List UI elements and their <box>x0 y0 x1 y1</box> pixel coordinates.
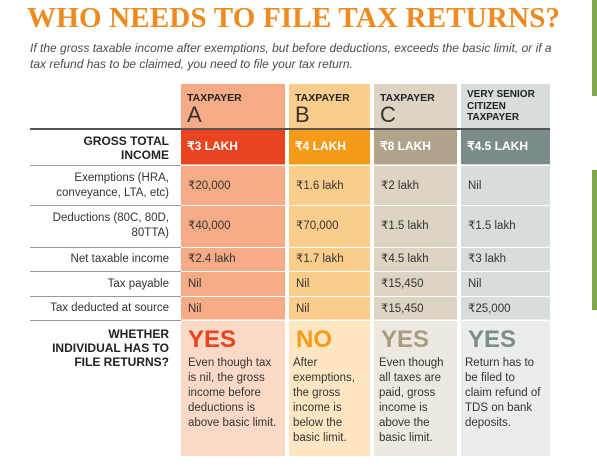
divider <box>30 296 550 297</box>
taxpayer-a-column: TAXPAYER A ₹3 LAKH <box>181 84 285 456</box>
divider <box>30 271 181 272</box>
divider <box>30 247 550 248</box>
divider <box>30 165 550 166</box>
taxpayer-c-header: TAXPAYER C <box>380 92 435 127</box>
senior-citizen-column: VERY SENIOR CITIZEN TAXPAYER ₹4.5 LAKH <box>461 84 550 456</box>
page-title: WHO NEEDS TO FILE TAX RETURNS? <box>27 2 561 34</box>
net-taxable-b: ₹1.7 lakh <box>296 253 344 265</box>
verdict-note-d: Return has to be filed to claim refund o… <box>465 357 541 429</box>
verdict-note-b: After exemptions, the gross income is be… <box>293 357 356 444</box>
net-taxable-d: ₹3 lakh <box>468 253 507 265</box>
page-edge-strip <box>592 0 597 96</box>
exemptions-b: ₹1.6 lakh <box>296 180 344 192</box>
deductions-b: ₹70,000 <box>296 220 339 232</box>
tax-payable-label: Tax payable <box>107 278 169 290</box>
tax-payable-a: Nil <box>188 278 202 290</box>
gross-income-c: ₹8 LAKH <box>374 129 457 164</box>
deductions-c: ₹1.5 lakh <box>381 220 429 232</box>
deductions-label: Deductions (80C, 80D, 80TTA) <box>52 212 169 239</box>
exemptions-c: ₹2 lakh <box>381 180 420 192</box>
divider <box>30 165 181 166</box>
whether-label: WHETHER INDIVIDUAL HAS TO FILE RETURNS? <box>52 327 169 369</box>
gross-income-b: ₹4 LAKH <box>289 129 370 164</box>
taxpayer-a-header: TAXPAYER A <box>187 92 242 127</box>
tax-payable-b: Nil <box>296 278 310 290</box>
divider <box>30 205 550 206</box>
taxpayer-b-column: TAXPAYER B ₹4 LAKH <box>289 84 370 456</box>
tds-d: ₹25,000 <box>468 303 511 315</box>
deductions-d: ₹1.5 lakh <box>468 220 516 232</box>
senior-citizen-header: VERY SENIOR CITIZEN TAXPAYER <box>467 89 535 123</box>
tax-payable-d: Nil <box>468 278 482 290</box>
tds-label: Tax deducted at source <box>50 302 169 314</box>
tds-a: Nil <box>188 303 202 315</box>
exemptions-a: ₹20,000 <box>188 180 231 192</box>
net-taxable-label: Net taxable income <box>70 253 169 265</box>
verdict-a: YES <box>188 326 237 353</box>
exemptions-label: Exemptions (HRA, conveyance, LTA, etc) <box>56 172 169 199</box>
taxpayer-c-column: TAXPAYER C ₹8 LAKH <box>374 84 457 456</box>
gross-income-a: ₹3 LAKH <box>181 129 285 164</box>
verdict-c: YES <box>381 326 430 353</box>
verdict-d: YES <box>468 326 517 353</box>
divider <box>30 247 181 248</box>
divider <box>30 205 181 206</box>
exemptions-d: Nil <box>468 180 482 192</box>
divider <box>30 320 550 321</box>
page-edge-strip <box>592 170 597 310</box>
verdict-note-c: Even though all taxes are paid, gross in… <box>379 357 444 444</box>
deductions-a: ₹40,000 <box>188 220 231 232</box>
tds-c: ₹15,450 <box>381 303 424 315</box>
net-taxable-a: ₹2.4 lakh <box>188 253 236 265</box>
subtitle: If the gross taxable income after exempt… <box>30 41 552 71</box>
divider <box>30 271 550 272</box>
net-taxable-c: ₹4.5 lakh <box>381 253 429 265</box>
gross-income-label: GROSS TOTAL INCOME <box>83 134 169 162</box>
divider <box>30 128 550 130</box>
divider <box>30 320 181 321</box>
divider <box>30 296 181 297</box>
tax-payable-c: ₹15,450 <box>381 278 424 290</box>
verdict-b: NO <box>296 326 332 353</box>
taxpayer-b-header: TAXPAYER B <box>295 92 350 127</box>
verdict-note-a: Even though tax is nil, the gross income… <box>188 357 277 429</box>
tds-b: Nil <box>296 303 310 315</box>
gross-income-d: ₹4.5 LAKH <box>461 129 550 164</box>
